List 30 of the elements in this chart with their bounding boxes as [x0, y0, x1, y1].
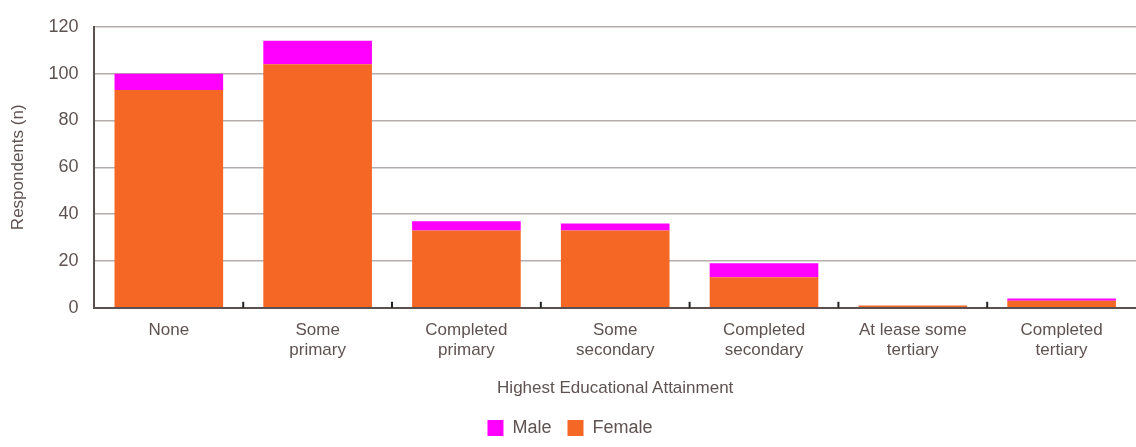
x-tick-label: Completed tertiary	[1020, 319, 1103, 360]
bar	[1007, 300, 1116, 308]
y-tick-label: 40	[58, 203, 79, 224]
bar	[560, 230, 670, 308]
y-tick-label: 60	[58, 156, 79, 177]
bar	[709, 277, 819, 308]
bar	[114, 90, 224, 308]
bar	[412, 221, 521, 231]
y-tick-label: 80	[58, 109, 79, 130]
y-axis-title: Respondents (n)	[7, 104, 27, 231]
bar	[560, 223, 670, 231]
bar	[263, 64, 372, 308]
bar	[412, 230, 521, 308]
x-tick-label: Completed primary	[425, 319, 508, 360]
bar	[1007, 298, 1116, 301]
x-tick-label: Completed secondary	[722, 319, 806, 360]
x-tick-label: At lease some tertiary	[858, 319, 967, 360]
x-tick-label: Some secondary	[576, 319, 655, 360]
legend-label: Female	[592, 416, 653, 437]
y-tick-label: 0	[68, 296, 79, 317]
x-tick-label: None	[148, 319, 190, 339]
x-tick-label: Some primary	[289, 319, 347, 360]
bar	[263, 40, 372, 65]
y-tick-label: 120	[48, 15, 79, 36]
x-axis-title: Highest Educational Attainment	[497, 378, 734, 398]
y-tick-label: 20	[58, 249, 79, 270]
y-tick-label: 100	[48, 62, 79, 83]
legend-label: Male	[512, 416, 552, 437]
bar	[114, 73, 224, 91]
bar	[709, 263, 819, 278]
